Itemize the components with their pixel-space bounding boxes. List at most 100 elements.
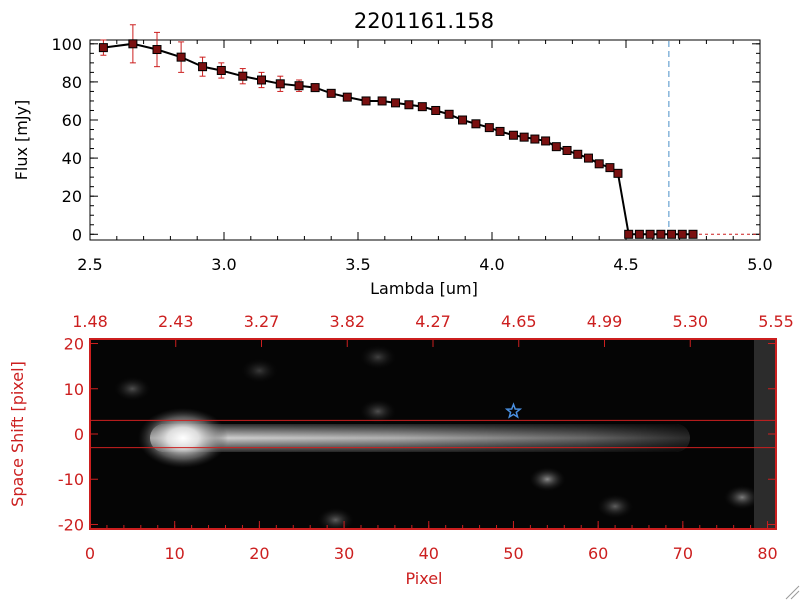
flux-data-point (257, 75, 267, 85)
space-shift-tick-label: -10 (58, 470, 84, 489)
flux-data-point (508, 130, 518, 140)
background-blob (114, 376, 151, 401)
space-shift-tick-label: 20 (64, 335, 84, 354)
flux-data-point (645, 229, 655, 239)
space-shift-tick-label: 10 (64, 380, 84, 399)
right-edge-noise-column (754, 339, 776, 529)
y-tick-label: 80 (62, 73, 82, 92)
pixel-tick-label: 20 (249, 544, 269, 563)
spectral-image-plot: 0 10 20 30 40 50 60 70 80 -20 -10 0 10 20 1.48 2.43 3.… (8, 312, 794, 588)
flux-data-point (613, 168, 623, 178)
spectrum-plot-frame (89, 39, 761, 241)
flux-data-point (458, 115, 468, 125)
background-blob (317, 507, 354, 529)
flux-data-point (128, 39, 138, 49)
flux-data-point (431, 105, 441, 115)
flux-data-point (377, 96, 387, 106)
flux-data-point (667, 229, 677, 239)
flux-data-point (624, 229, 634, 239)
flux-data-point (484, 123, 494, 133)
flux-data-point (594, 159, 604, 169)
x-tick-label: 3.0 (211, 255, 236, 274)
y-tick-label: 0 (72, 225, 82, 244)
flux-data-point (326, 88, 336, 98)
resize-grip-icon[interactable] (785, 585, 800, 600)
x-tick-label: 3.5 (345, 255, 370, 274)
spectral-image (114, 339, 776, 529)
flux-data-point (216, 65, 226, 75)
wavelength-tick-label: 4.99 (587, 312, 623, 331)
wavelength-tick-label: 5.55 (758, 312, 794, 331)
y-tick-label: 100 (51, 35, 82, 54)
x-tick-label: 5.0 (747, 255, 772, 274)
pixel-tick-label: 30 (334, 544, 354, 563)
source-core (138, 408, 228, 468)
flux-series-line (103, 42, 693, 236)
x-tick-label: 4.5 (613, 255, 638, 274)
flux-data-point (583, 153, 593, 163)
background-blob (359, 399, 396, 424)
flux-data-point (238, 71, 248, 81)
space-shift-tick-label: -20 (58, 515, 84, 534)
flux-data-point (310, 83, 320, 93)
target-star-icon (504, 402, 523, 419)
pixel-tick-label: 0 (85, 544, 95, 563)
wavelength-tick-label: 1.48 (72, 312, 108, 331)
flux-data-point (471, 119, 481, 129)
flux-data-point (634, 229, 644, 239)
x-tick-label: 4.0 (479, 255, 504, 274)
flux-data-point (152, 45, 162, 55)
wavelength-tick-label: 5.30 (672, 312, 708, 331)
flux-data-point (688, 229, 698, 239)
spectrum-plot: 2201161.158 2.5 3.0 3.5 4.0 4.5 5.0 0 20 40 60 80… (12, 9, 773, 298)
flux-data-point (605, 163, 615, 173)
x-tick-label: 2.5 (77, 255, 102, 274)
flux-data-point (198, 62, 208, 72)
spectral-trace-edge-fade (150, 424, 690, 452)
background-blob (724, 485, 761, 510)
flux-data-point (495, 126, 505, 136)
flux-data-point (444, 109, 454, 119)
pixel-tick-label: 10 (165, 544, 185, 563)
space-shift-tick-label: 0 (74, 425, 84, 444)
flux-data-point (391, 98, 401, 108)
flux-data-point (417, 102, 427, 112)
background-blob (241, 358, 278, 383)
pixel-tick-label: 50 (503, 544, 523, 563)
wavelength-tick-label: 2.43 (158, 312, 194, 331)
wavelength-tick-label: 4.65 (501, 312, 537, 331)
flux-data-point (404, 100, 414, 110)
flux-data-point (275, 79, 285, 89)
y-axis-label: Flux [mJy] (12, 100, 31, 181)
flux-data-point (677, 229, 687, 239)
pixel-tick-label: 40 (419, 544, 439, 563)
flux-data-point (294, 81, 304, 91)
flux-data-point (656, 229, 666, 239)
y-tick-label: 20 (62, 187, 82, 206)
background-blob (529, 467, 566, 492)
y-axis-label-space-shift: Space Shift [pixel] (8, 361, 27, 507)
x-axis-label-pixel: Pixel (405, 569, 442, 588)
flux-data-point (361, 96, 371, 106)
flux-data-point (562, 145, 572, 155)
pixel-tick-label: 80 (757, 544, 777, 563)
pixel-tick-label: 70 (673, 544, 693, 563)
flux-data-point (342, 92, 352, 102)
y-tick-label: 40 (62, 149, 82, 168)
flux-data-point (551, 142, 561, 152)
chart-title: 2201161.158 (354, 9, 494, 33)
flux-data-point (176, 52, 186, 62)
wavelength-tick-label: 3.82 (329, 312, 365, 331)
wavelength-tick-label: 4.27 (415, 312, 451, 331)
pixel-tick-label: 60 (588, 544, 608, 563)
flux-data-point (519, 132, 529, 142)
y-tick-label: 60 (62, 111, 82, 130)
x-axis-label: Lambda [um] (370, 279, 478, 298)
flux-data-point (530, 134, 540, 144)
flux-data-point (541, 136, 551, 146)
wavelength-tick-label: 3.27 (244, 312, 280, 331)
flux-data-point (573, 149, 583, 159)
background-blob (359, 345, 396, 370)
background-blob (597, 494, 634, 519)
